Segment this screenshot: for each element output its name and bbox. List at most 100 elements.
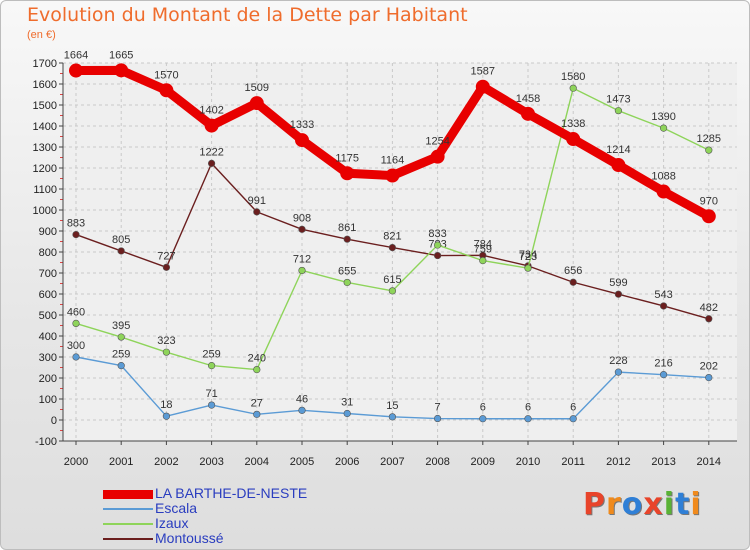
data-label-montouss: 1222 — [199, 146, 223, 158]
data-label-la-barthe-de-neste: 1665 — [109, 49, 133, 61]
legend-swatch — [103, 490, 153, 499]
data-point-izaux — [162, 348, 170, 356]
data-label-montouss: 861 — [338, 222, 356, 234]
y-tick-label: 1700 — [33, 58, 57, 70]
data-label-la-barthe-de-neste: 1509 — [245, 82, 269, 94]
data-point-la-barthe-de-neste — [656, 184, 671, 199]
data-label-izaux: 655 — [338, 265, 356, 277]
data-point-izaux — [524, 264, 532, 272]
data-point-la-barthe-de-neste — [69, 63, 83, 78]
data-point-izaux — [208, 362, 216, 370]
data-label-izaux: 723 — [519, 251, 537, 263]
data-point-montouss — [208, 159, 216, 167]
data-label-montouss: 784 — [474, 238, 492, 250]
legend-label: LA BARTHE-DE-NESTE — [155, 485, 308, 501]
y-tick-label: 500 — [39, 310, 57, 322]
x-tick-label: 2004 — [245, 456, 269, 468]
legend-label: Escala — [155, 500, 198, 516]
x-tick-label: 2002 — [154, 456, 178, 468]
data-point-izaux — [614, 107, 623, 115]
data-label-izaux: 395 — [112, 320, 130, 332]
data-point-izaux — [343, 278, 351, 287]
data-point-escala — [524, 415, 532, 423]
data-point-escala — [117, 362, 125, 370]
data-point-montouss — [162, 263, 170, 271]
data-point-izaux — [479, 257, 487, 265]
data-label-escala: 15 — [386, 400, 398, 412]
data-label-izaux: 460 — [67, 306, 85, 318]
data-label-escala: 228 — [609, 355, 627, 367]
data-point-izaux — [705, 146, 713, 154]
data-point-escala — [298, 406, 306, 414]
x-tick-label: 2001 — [109, 456, 133, 468]
y-tick-label: 200 — [39, 373, 57, 385]
data-label-izaux: 615 — [383, 274, 401, 286]
data-point-montouss — [388, 243, 397, 252]
data-label-montouss: 543 — [654, 289, 672, 301]
data-label-montouss: 656 — [564, 265, 582, 277]
data-point-la-barthe-de-neste — [521, 106, 535, 121]
y-tick-label: 1600 — [33, 79, 57, 91]
data-point-montouss — [298, 225, 306, 233]
data-label-escala: 7 — [435, 402, 441, 414]
chart-unit: (en €) — [27, 29, 56, 41]
data-label-montouss: 482 — [700, 302, 718, 314]
data-point-montouss — [659, 302, 668, 310]
data-label-escala: 259 — [112, 349, 130, 361]
data-label-montouss: 821 — [383, 231, 401, 243]
data-label-escala: 31 — [341, 396, 353, 408]
data-point-izaux — [659, 124, 668, 132]
data-label-izaux: 240 — [248, 353, 266, 365]
data-point-la-barthe-de-neste — [566, 132, 581, 147]
chart-title: Evolution du Montant de la Dette par Hab… — [27, 4, 468, 26]
y-tick-label: 1300 — [33, 142, 57, 154]
data-label-escala: 300 — [67, 340, 85, 352]
data-point-la-barthe-de-neste — [204, 118, 219, 133]
legend-label: Montoussé — [155, 530, 224, 546]
data-point-escala — [705, 373, 713, 382]
data-point-montouss — [117, 247, 125, 255]
x-tick-label: 2014 — [697, 456, 721, 468]
data-label-izaux: 833 — [428, 228, 446, 240]
data-label-izaux: 323 — [157, 335, 175, 347]
legend-swatch — [103, 538, 153, 540]
data-point-montouss — [569, 278, 577, 286]
data-point-la-barthe-de-neste — [475, 79, 490, 94]
data-point-montouss — [614, 290, 623, 298]
data-point-la-barthe-de-neste — [340, 166, 355, 181]
data-label-izaux: 1473 — [606, 94, 630, 106]
data-point-la-barthe-de-neste — [114, 63, 129, 78]
data-label-la-barthe-de-neste: 1587 — [471, 66, 495, 78]
data-label-izaux: 759 — [474, 244, 492, 256]
y-tick-label: 1000 — [33, 205, 57, 217]
data-point-izaux — [253, 366, 261, 374]
y-tick-label: 300 — [39, 352, 57, 364]
data-point-izaux — [298, 266, 306, 275]
data-point-la-barthe-de-neste — [611, 158, 626, 173]
data-label-la-barthe-de-neste: 1664 — [64, 50, 88, 62]
data-point-escala — [388, 413, 397, 421]
data-point-escala — [343, 409, 351, 418]
y-tick-label: 400 — [39, 331, 57, 343]
data-point-montouss — [253, 208, 261, 216]
data-point-izaux — [72, 319, 80, 328]
data-point-escala — [162, 412, 170, 420]
x-tick-label: 2000 — [64, 456, 88, 468]
y-tick-label: 800 — [39, 247, 57, 259]
y-tick-label: 700 — [39, 268, 57, 280]
x-tick-label: 2007 — [380, 456, 404, 468]
data-label-escala: 6 — [525, 402, 531, 414]
data-point-la-barthe-de-neste — [430, 149, 445, 164]
data-point-la-barthe-de-neste — [159, 83, 174, 98]
y-tick-label: 1500 — [33, 100, 57, 112]
data-label-la-barthe-de-neste: 970 — [700, 195, 718, 207]
data-label-la-barthe-de-neste: 1570 — [154, 69, 178, 81]
x-tick-label: 2011 — [561, 456, 585, 468]
data-label-montouss: 883 — [67, 218, 85, 230]
x-tick-label: 2003 — [199, 456, 223, 468]
data-label-izaux: 1580 — [561, 71, 585, 83]
data-label-la-barthe-de-neste: 1175 — [335, 152, 359, 164]
data-label-montouss: 599 — [609, 277, 627, 289]
